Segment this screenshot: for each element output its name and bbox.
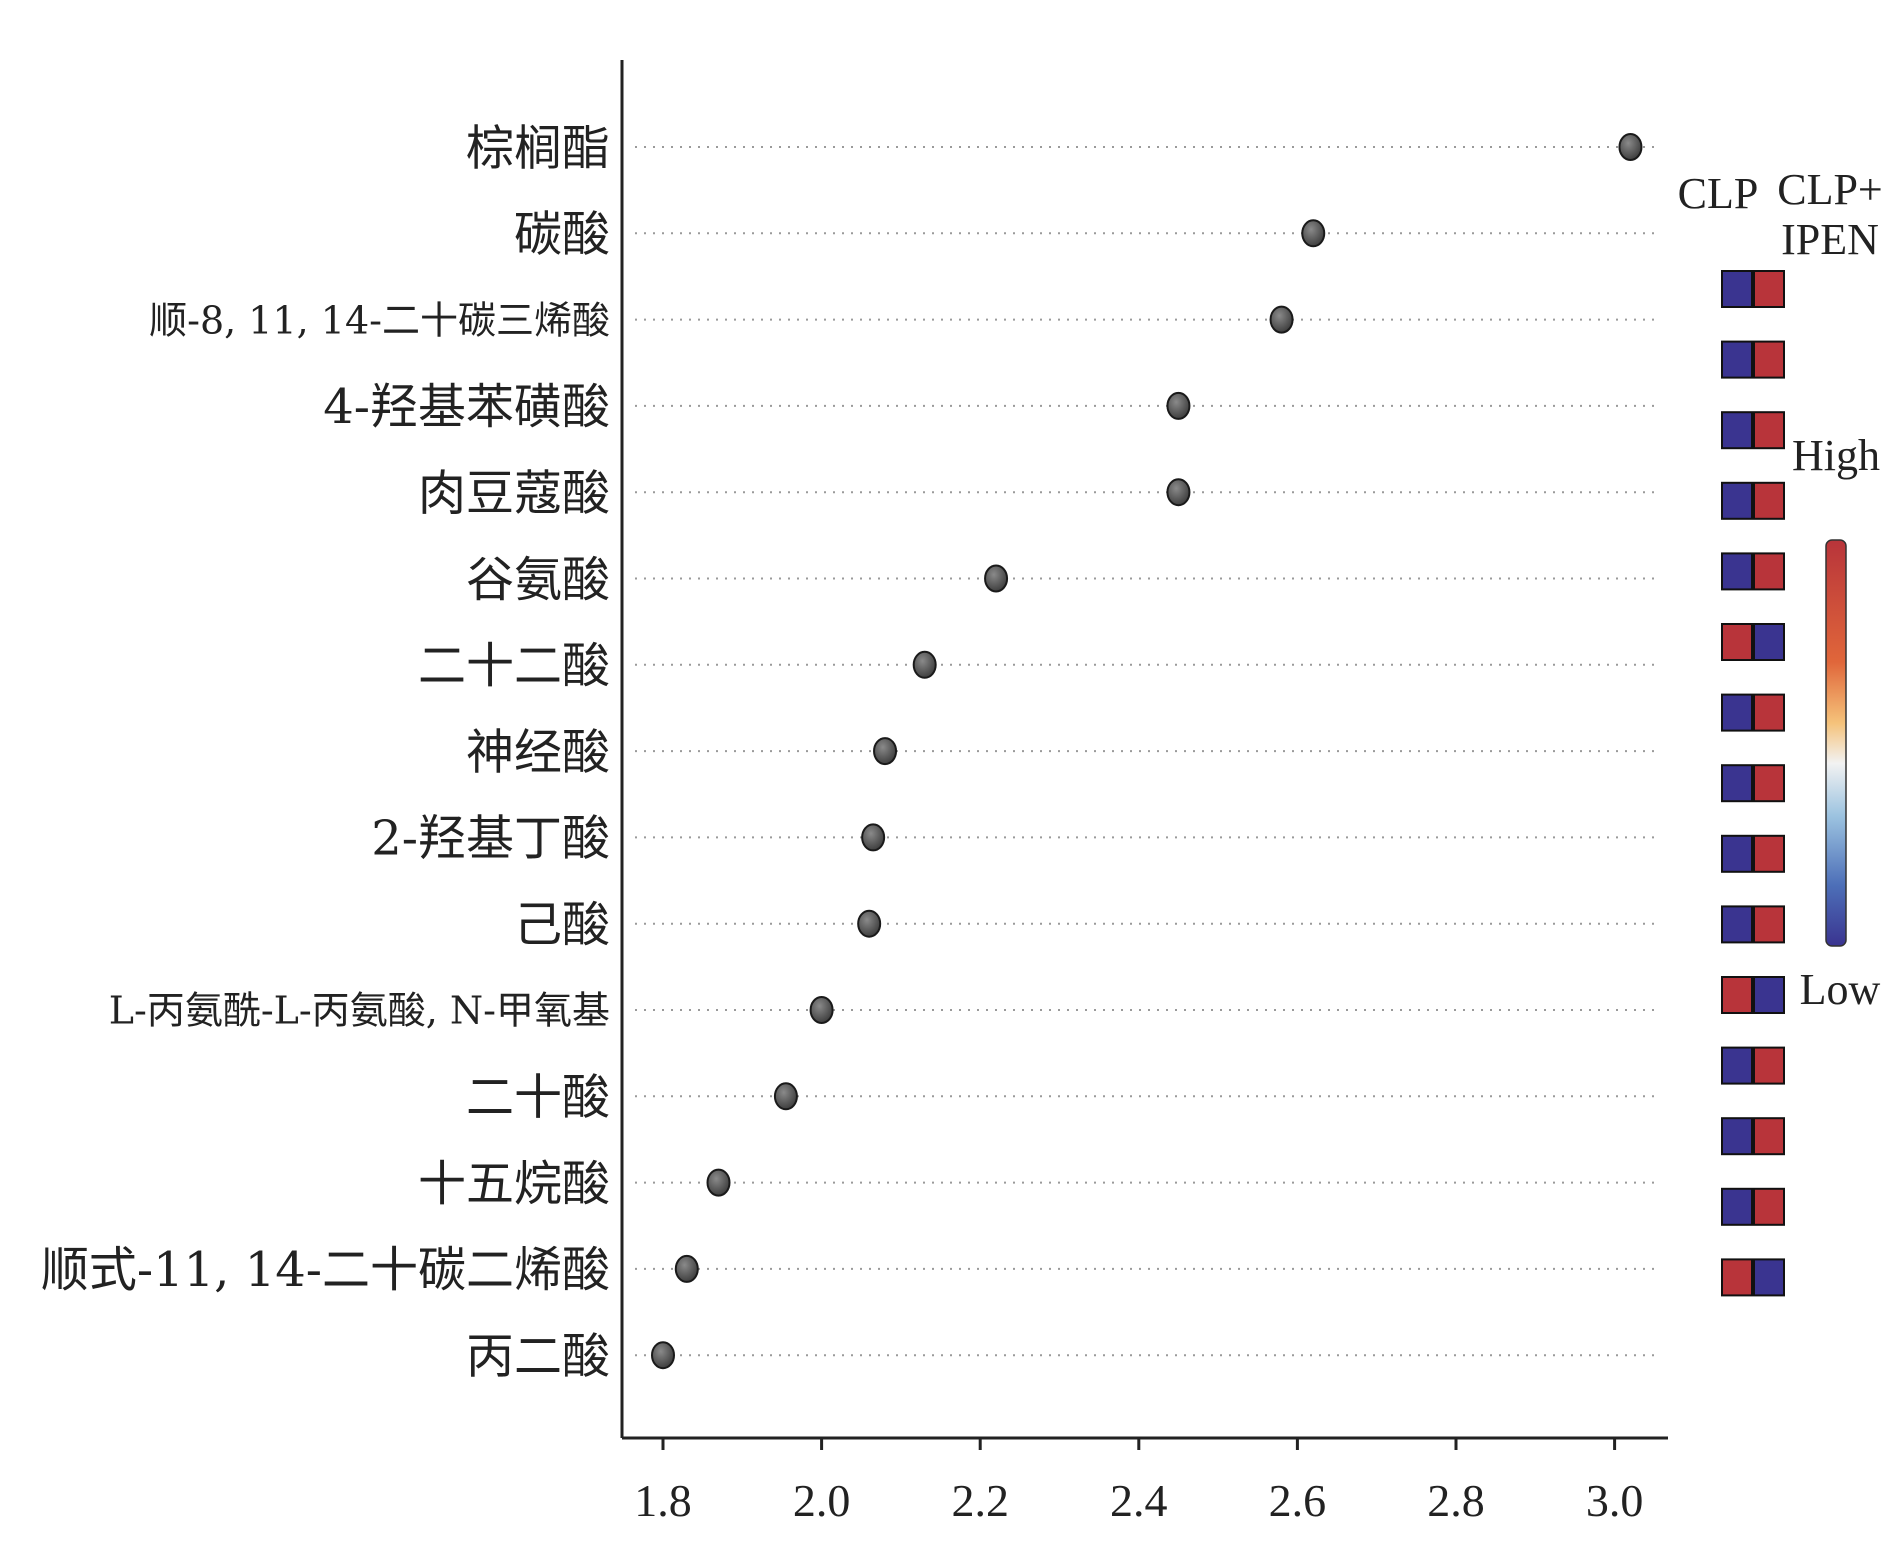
heatmap-cell [1721,623,1753,661]
heatmap-cell [1753,623,1785,661]
x-tick-label: 2.6 [1269,1475,1327,1526]
heatmap-cell [1753,834,1785,873]
heatmap-cell [1753,340,1785,379]
heatmap-cell [1721,552,1753,591]
colorbar-legend: High Low [1792,431,1881,1014]
heatmap-cell [1753,411,1785,450]
axes: 1.8 2.0 2.2 2.4 2.6 2.8 3.0 [620,60,1668,1526]
category-label: L-丙氨酰-L-丙氨酸, N-甲氧基 [109,989,610,1033]
heatmap-cell [1721,693,1753,732]
heatmap-cell [1721,764,1753,803]
heatmap-cell [1721,1117,1753,1156]
heatmap-cell [1753,693,1785,732]
heatmap-column-label-clp: CLP [1678,169,1759,218]
data-point [873,737,898,766]
heatmap-cell [1753,1258,1785,1297]
data-point [1301,219,1326,248]
category-label: 2-羟基丁酸 [371,811,610,867]
category-label: 肉豆蔻酸 [418,465,610,521]
heatmap-cell [1721,905,1753,944]
x-tick-label: 2.8 [1427,1475,1485,1526]
heatmap-column-label-clp-ipen: IPEN [1781,215,1879,264]
category-label: 十五烷酸 [418,1156,610,1212]
data-points [651,133,1643,1370]
category-label: 二十二酸 [418,638,610,694]
heatmap-cell [1753,270,1785,308]
category-label: 4-羟基苯磺酸 [323,379,610,435]
heatmap-cell [1753,764,1785,803]
heatmap-cell [1753,1187,1785,1226]
data-point [651,1341,675,1370]
data-point [674,1254,699,1283]
x-tick-label: 2.0 [793,1475,851,1526]
data-point [706,1168,731,1197]
heatmap-cell [1753,976,1785,1014]
heatmap-cell [1721,340,1753,379]
category-label: 神经酸 [466,724,610,780]
heatmap-cell [1721,1046,1753,1085]
heatmap-cell [1721,411,1753,450]
heatmap-cell [1721,834,1753,873]
data-point [984,564,1009,593]
heatmap-cell [1721,481,1753,520]
data-point [1618,133,1643,161]
x-tick-label: 2.4 [1110,1475,1168,1526]
data-point [1166,478,1191,507]
data-point [1269,305,1294,334]
category-label: 碳酸 [514,207,610,263]
category-label: 己酸 [514,897,610,953]
heatmap-cell [1721,1187,1753,1226]
heatmap-cell [1753,1046,1785,1085]
data-point [809,996,834,1024]
heatmap-cell [1721,1258,1753,1297]
grid-lines [635,146,1660,1357]
data-point [912,650,937,679]
heatmap: CLP CLP+IPEN [1678,165,1883,1297]
heatmap-cell [1721,976,1753,1014]
category-label: 棕榈酯 [466,120,610,176]
x-tick-label: 2.2 [951,1475,1009,1526]
category-label: 丙二酸 [466,1328,610,1384]
data-point [773,1082,798,1111]
category-label: 谷氨酸 [466,552,610,608]
colorbar-high-label: High [1792,431,1880,480]
heatmap-cell [1753,481,1785,520]
x-tick-label: 3.0 [1586,1475,1644,1526]
category-label: 二十酸 [466,1070,610,1126]
category-label: 顺-8, 11, 14-二十碳三烯酸 [149,298,610,342]
data-point [857,909,882,938]
heatmap-cell [1753,905,1785,944]
heatmap-column-label-clp-ipen: CLP+ [1777,165,1883,214]
heatmap-cell [1753,1117,1785,1156]
category-label: 顺式-11, 14-二十碳二烯酸 [41,1242,610,1298]
heatmap-cell [1721,270,1753,308]
colorbar-low-label: Low [1800,965,1881,1014]
data-point [1166,391,1191,420]
colorbar [1825,539,1847,947]
x-tick-label: 1.8 [634,1475,692,1526]
data-point [861,823,886,852]
heatmap-cell [1753,552,1785,591]
